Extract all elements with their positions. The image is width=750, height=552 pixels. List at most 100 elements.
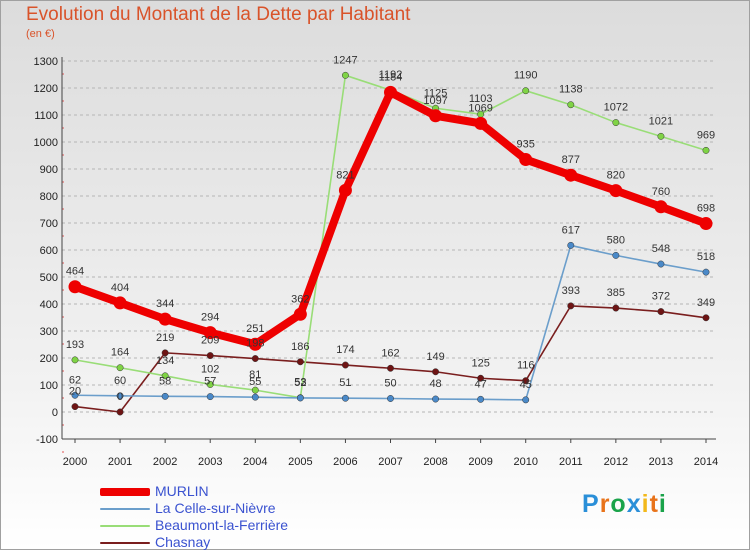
data-label-2: 1021 [649, 115, 673, 127]
data-label-1: 548 [652, 243, 670, 255]
series-point-1 [71, 391, 79, 399]
data-label-0: 1097 [423, 95, 447, 107]
y-tick-label: 100 [40, 380, 58, 392]
data-label-3: 385 [607, 287, 625, 299]
series-point-1 [341, 394, 349, 402]
series-point-1 [161, 392, 169, 400]
data-label-0: 1184 [379, 71, 403, 83]
data-label-1: 48 [429, 378, 441, 390]
series-point-2 [612, 119, 620, 127]
data-label-1: 518 [697, 251, 715, 263]
data-label-0: 698 [697, 203, 715, 215]
data-label-1: 50 [384, 378, 396, 390]
legend-swatch [100, 488, 150, 496]
logo-letter: x [626, 490, 642, 518]
series-point-3 [296, 358, 304, 366]
series-point-2 [71, 356, 79, 364]
logo-letter: t [649, 490, 659, 518]
series-point-0 [248, 337, 262, 351]
data-label-1: 51 [339, 377, 351, 389]
data-label-0: 821 [336, 169, 354, 181]
series-point-2 [702, 146, 710, 154]
series-point-0 [609, 184, 623, 198]
x-tick-label: 2002 [153, 456, 177, 468]
data-label-0: 404 [111, 282, 129, 294]
data-label-1: 55 [249, 376, 261, 388]
y-tick-label: 1300 [34, 56, 58, 68]
data-label-1: 62 [69, 374, 81, 386]
data-label-3: 219 [156, 332, 174, 344]
series-point-3 [477, 374, 485, 382]
data-label-0: 935 [517, 139, 535, 151]
data-label-3: 372 [652, 291, 670, 303]
data-label-3: 186 [291, 341, 309, 353]
legend-swatch [100, 508, 150, 510]
y-tick-label: 600 [40, 245, 58, 257]
data-label-2: 1247 [333, 54, 357, 66]
data-label-1: 580 [607, 234, 625, 246]
legend-swatch [100, 542, 150, 544]
series-point-3 [612, 304, 620, 312]
x-tick-label: 2009 [468, 456, 492, 468]
data-label-3: 20 [69, 386, 81, 398]
x-tick-label: 2003 [198, 456, 222, 468]
chart-title: Evolution du Montant de la Dette par Hab… [26, 4, 411, 25]
series-point-0 [474, 116, 488, 130]
data-label-3: 349 [697, 297, 715, 309]
series-point-3 [567, 302, 575, 310]
data-label-2: 193 [66, 339, 84, 351]
data-label-1: 57 [204, 376, 216, 388]
logo-letter: o [610, 490, 627, 518]
logo-letter: i [641, 490, 650, 518]
data-label-2: 53 [294, 377, 306, 389]
series-point-3 [657, 308, 665, 316]
series-point-3 [387, 364, 394, 372]
series-point-3 [702, 314, 710, 322]
series-point-2 [567, 101, 575, 109]
series-point-0 [293, 307, 307, 321]
series-point-0 [158, 312, 172, 326]
series-point-0 [519, 153, 533, 167]
data-label-2: 134 [156, 355, 174, 367]
data-label-0: 251 [246, 323, 264, 335]
x-tick-label: 2007 [378, 456, 402, 468]
legend-label: Beaumont-la-Ferrière [155, 517, 289, 533]
series-point-0 [384, 85, 397, 99]
data-label-3: 116 [517, 360, 535, 372]
series-point-0 [203, 326, 217, 340]
series-point-0 [429, 109, 443, 123]
x-tick-label: 2014 [694, 456, 718, 468]
data-label-0: 820 [607, 170, 625, 182]
x-tick-label: 2005 [288, 456, 312, 468]
x-tick-label: 2006 [333, 456, 357, 468]
legend-label: Chasnay [155, 534, 211, 550]
series-point-1 [116, 392, 124, 400]
series-point-3 [341, 361, 349, 369]
data-label-2: 81 [249, 369, 261, 381]
logo-letter: i [658, 490, 667, 518]
series-point-1 [702, 268, 710, 276]
data-label-3: 393 [562, 285, 580, 297]
data-label-2: 164 [111, 347, 129, 359]
series-point-3 [251, 355, 259, 362]
tick-labels: -100010020030040050060070080090010001100… [34, 56, 719, 468]
series-point-2 [657, 132, 665, 140]
x-tick-label: 2008 [423, 456, 447, 468]
x-tick-label: 2010 [513, 456, 537, 468]
data-label-2: 1138 [559, 84, 583, 96]
series-point-1 [657, 260, 665, 268]
series-point-0 [699, 217, 713, 231]
data-label-1: 58 [159, 375, 171, 387]
series-group [68, 71, 713, 416]
series-point-0 [113, 296, 127, 310]
series-point-0 [654, 200, 668, 214]
data-label-1: 617 [562, 224, 580, 236]
series-point-2 [251, 386, 259, 394]
series-point-1 [567, 241, 575, 249]
series-point-2 [522, 87, 530, 95]
series-point-1 [477, 395, 485, 403]
series-point-1 [522, 396, 530, 404]
data-label-1: 60 [114, 375, 126, 387]
